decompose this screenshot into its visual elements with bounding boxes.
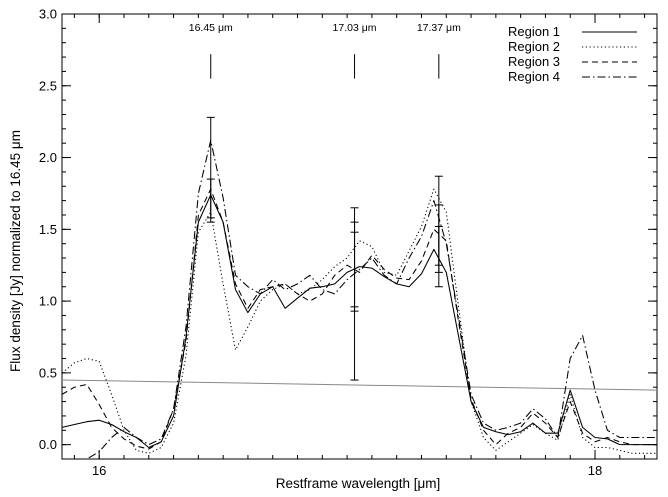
continuum-line	[62, 379, 657, 391]
line-annotation-label: 17.03 μm	[333, 22, 377, 34]
legend-label-4: Region 4	[508, 69, 560, 84]
y-tick-label: 0.0	[39, 437, 57, 452]
legend-label-3: Region 3	[508, 54, 560, 69]
x-tick-label: 16	[92, 463, 106, 478]
plot-content	[62, 139, 657, 459]
y-tick-label: 2.5	[39, 78, 57, 93]
series-line-2	[62, 188, 657, 454]
x-axis-title: Restframe wavelength [μm]	[276, 476, 441, 491]
y-tick-label: 2.0	[39, 150, 57, 165]
legend-label-2: Region 2	[508, 39, 560, 54]
y-tick-label: 3.0	[39, 7, 57, 22]
series-line-4	[85, 139, 657, 459]
line-annotation-label: 16.45 μm	[189, 22, 233, 34]
plot-area: 16 18 0.0 0.5 1.0 1.5 2.0 2.5 3.0 16.45 μm 17.03 μ…	[39, 7, 658, 478]
plot-frame	[61, 13, 658, 460]
series-line-3	[62, 188, 657, 450]
x-tick-label: 18	[588, 463, 602, 478]
legend-label-1: Region 1	[508, 24, 560, 39]
line-annotation-label: 17.37 μm	[417, 22, 461, 34]
y-tick-label: 0.5	[39, 365, 57, 380]
y-tick-label: 1.5	[39, 222, 57, 237]
y-axis-title: Flux density [Jy] normalized to 16.45 μm	[8, 130, 23, 372]
y-tick-label: 1.0	[39, 294, 57, 309]
